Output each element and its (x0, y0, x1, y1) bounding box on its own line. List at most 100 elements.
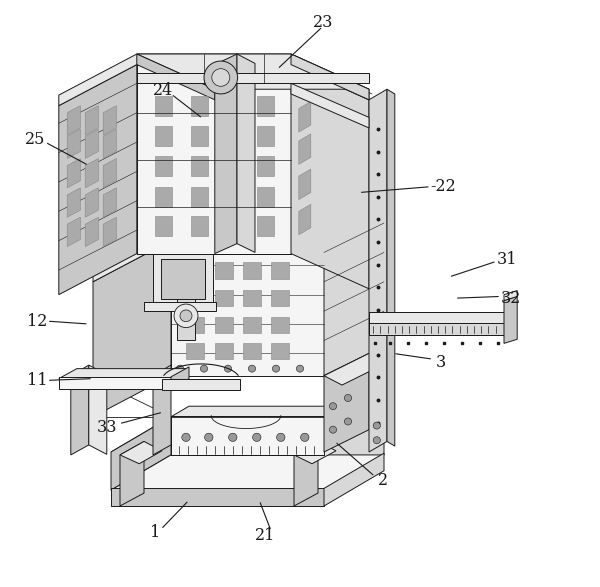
Polygon shape (215, 317, 233, 333)
Polygon shape (155, 126, 172, 146)
Polygon shape (257, 216, 274, 236)
Polygon shape (271, 262, 289, 279)
Polygon shape (89, 365, 107, 454)
Polygon shape (59, 369, 189, 379)
Polygon shape (103, 158, 116, 188)
Polygon shape (155, 216, 172, 236)
Circle shape (180, 310, 192, 322)
Polygon shape (171, 241, 324, 376)
Polygon shape (324, 211, 384, 376)
Circle shape (344, 418, 352, 425)
Circle shape (205, 433, 213, 441)
Polygon shape (111, 417, 171, 490)
Polygon shape (85, 217, 98, 247)
Polygon shape (137, 65, 291, 254)
Circle shape (204, 61, 238, 94)
Polygon shape (59, 65, 137, 295)
Polygon shape (93, 241, 171, 417)
Circle shape (200, 365, 208, 372)
Text: 32: 32 (501, 290, 521, 306)
Polygon shape (191, 126, 208, 146)
Polygon shape (155, 96, 172, 116)
Polygon shape (299, 134, 311, 164)
Text: -22: -22 (430, 178, 455, 195)
Polygon shape (257, 187, 274, 207)
Polygon shape (67, 188, 80, 217)
Polygon shape (171, 406, 387, 417)
Circle shape (174, 304, 198, 328)
Polygon shape (171, 367, 189, 389)
Polygon shape (225, 126, 242, 146)
Text: 12: 12 (27, 313, 47, 329)
Polygon shape (155, 187, 172, 207)
Circle shape (373, 437, 380, 444)
Polygon shape (103, 188, 116, 217)
Polygon shape (243, 290, 261, 306)
Polygon shape (191, 187, 208, 207)
Polygon shape (215, 343, 233, 359)
Polygon shape (271, 343, 289, 359)
Polygon shape (215, 54, 237, 254)
Polygon shape (59, 54, 369, 106)
Polygon shape (387, 89, 395, 446)
Circle shape (373, 422, 380, 429)
Polygon shape (504, 291, 517, 301)
Polygon shape (137, 73, 369, 83)
Polygon shape (103, 217, 116, 247)
Circle shape (212, 69, 230, 86)
Polygon shape (120, 441, 144, 506)
Polygon shape (299, 204, 311, 235)
Polygon shape (324, 417, 384, 490)
Circle shape (329, 403, 337, 410)
Polygon shape (103, 129, 116, 158)
Polygon shape (257, 96, 274, 116)
Polygon shape (225, 96, 242, 116)
Polygon shape (153, 365, 171, 455)
Polygon shape (85, 129, 98, 158)
Polygon shape (137, 54, 215, 100)
Polygon shape (299, 102, 311, 132)
Circle shape (344, 394, 352, 402)
Polygon shape (71, 365, 89, 455)
Polygon shape (291, 54, 369, 100)
Polygon shape (294, 441, 336, 464)
Polygon shape (225, 216, 242, 236)
Circle shape (224, 365, 232, 372)
Text: 2: 2 (378, 472, 388, 488)
Circle shape (301, 433, 309, 441)
Polygon shape (243, 262, 261, 279)
Polygon shape (161, 259, 205, 299)
Polygon shape (225, 187, 242, 207)
Polygon shape (186, 317, 204, 333)
Polygon shape (191, 216, 208, 236)
Text: 11: 11 (27, 372, 47, 389)
Text: 33: 33 (97, 419, 117, 436)
Text: 23: 23 (313, 14, 333, 31)
Text: 31: 31 (497, 251, 517, 268)
Polygon shape (299, 169, 311, 200)
Polygon shape (162, 379, 240, 390)
Polygon shape (369, 89, 387, 452)
Polygon shape (271, 317, 289, 333)
Polygon shape (294, 441, 318, 506)
Polygon shape (85, 158, 98, 188)
Polygon shape (369, 312, 509, 335)
Polygon shape (237, 54, 255, 252)
Text: 1: 1 (149, 525, 160, 541)
Polygon shape (324, 353, 369, 452)
Circle shape (176, 365, 184, 372)
Polygon shape (186, 262, 204, 279)
Circle shape (296, 365, 304, 372)
Polygon shape (215, 262, 233, 279)
Polygon shape (186, 290, 204, 306)
Circle shape (272, 365, 280, 372)
Circle shape (182, 433, 190, 441)
Polygon shape (291, 65, 369, 289)
Polygon shape (225, 156, 242, 176)
Polygon shape (257, 156, 274, 176)
Polygon shape (67, 158, 80, 188)
Circle shape (229, 433, 237, 441)
Polygon shape (93, 205, 384, 282)
Polygon shape (504, 296, 517, 343)
Polygon shape (67, 217, 80, 247)
